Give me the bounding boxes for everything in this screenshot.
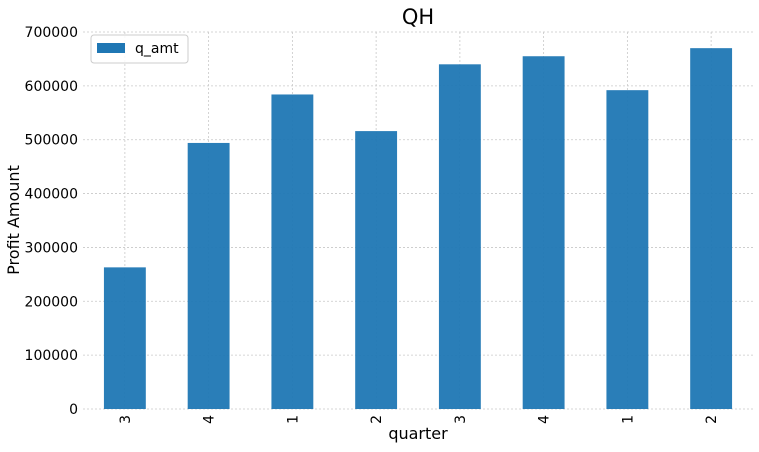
bars-layer bbox=[103, 48, 733, 410]
bar-0 bbox=[103, 267, 146, 409]
y-tick-label: 200000 bbox=[25, 294, 78, 310]
bar-5 bbox=[522, 56, 565, 409]
y-tick-label: 0 bbox=[69, 402, 78, 418]
y-tick-label: 400000 bbox=[25, 187, 78, 203]
x-tick-label: 2 bbox=[704, 415, 720, 424]
y-tick-label: 700000 bbox=[25, 25, 78, 41]
bar-4 bbox=[438, 64, 481, 410]
x-tick-label: 3 bbox=[453, 415, 469, 424]
x-tick-label: 4 bbox=[537, 415, 553, 424]
x-tick-label: 2 bbox=[369, 415, 385, 424]
bar-3 bbox=[355, 131, 398, 409]
x-tick-label: 1 bbox=[620, 415, 636, 424]
y-tick-label: 300000 bbox=[25, 240, 78, 256]
chart-title: QH bbox=[402, 5, 434, 29]
bar-6 bbox=[606, 90, 649, 409]
grid-layer bbox=[83, 31, 753, 410]
legend: q_amt bbox=[90, 34, 189, 64]
legend-swatch bbox=[97, 43, 125, 53]
y-tick-label: 500000 bbox=[25, 133, 78, 149]
x-tick-labels: 3 4 1 2 3 4 1 2 bbox=[118, 415, 720, 424]
x-tick-label: 3 bbox=[118, 415, 134, 424]
x-tick-label: 1 bbox=[285, 415, 301, 424]
y-axis-label: Profit Amount bbox=[4, 165, 23, 275]
y-tick-label: 600000 bbox=[25, 79, 78, 95]
x-tick-label: 4 bbox=[202, 415, 218, 424]
x-axis-label: quarter bbox=[388, 424, 448, 443]
y-tick-label: 100000 bbox=[25, 348, 78, 364]
bar-7 bbox=[690, 48, 733, 410]
bar-1 bbox=[187, 142, 230, 409]
legend-label: q_amt bbox=[135, 41, 179, 57]
bar-2 bbox=[271, 94, 314, 409]
y-tick-labels: 0 100000 200000 300000 400000 500000 600000 700… bbox=[25, 25, 78, 418]
legend-box bbox=[90, 34, 189, 64]
